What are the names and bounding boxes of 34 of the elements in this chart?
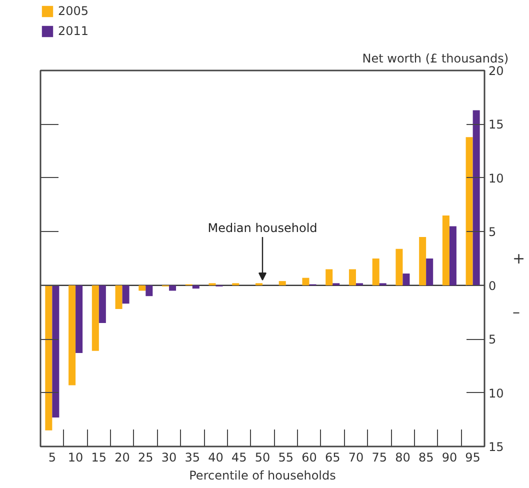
x-tick-label: 70 xyxy=(348,450,364,464)
x-tick-label: 85 xyxy=(418,450,434,464)
x-tick-label: 95 xyxy=(465,450,480,464)
x-tick-label: 45 xyxy=(231,450,247,464)
y-tick-label: 10 xyxy=(488,171,504,186)
x-tick-label: 90 xyxy=(442,450,458,464)
x-tick-label: 40 xyxy=(208,450,224,464)
x-tick-label: 10 xyxy=(68,450,84,464)
y-tick-label: 15 xyxy=(488,118,504,132)
x-tick-label: 5 xyxy=(48,450,56,464)
y-tick-label: 15 xyxy=(488,440,504,454)
x-tick-label: 35 xyxy=(184,450,200,464)
x-tick-label: 65 xyxy=(324,450,340,464)
x-tick-label: 25 xyxy=(138,450,154,464)
legend-label: 2011 xyxy=(58,24,89,38)
y-tick-label: 5 xyxy=(488,332,496,347)
legend-label: 2005 xyxy=(58,4,89,18)
y-axis-title: Net worth (£ thousands) xyxy=(362,52,509,66)
x-tick-label: 75 xyxy=(372,450,387,464)
y-tick-label: 10 xyxy=(488,386,504,400)
annotation: Median household xyxy=(208,221,318,236)
x-tick-label: 30 xyxy=(161,450,177,464)
y-tick-label: 0 xyxy=(488,278,496,293)
x-tick-label: 55 xyxy=(278,450,294,464)
x-axis-title: Percentile of households xyxy=(189,468,336,482)
x-tick-label: 15 xyxy=(91,450,107,464)
x-tick-label: 20 xyxy=(114,450,130,464)
x-tick-label: 60 xyxy=(302,450,317,464)
text: + xyxy=(512,250,526,268)
x-tick-label: 50 xyxy=(254,450,270,464)
y-tick-label: 5 xyxy=(488,225,496,240)
y-tick-label: 20 xyxy=(488,64,504,78)
text: – xyxy=(512,303,520,322)
x-tick-label: 80 xyxy=(395,450,410,464)
